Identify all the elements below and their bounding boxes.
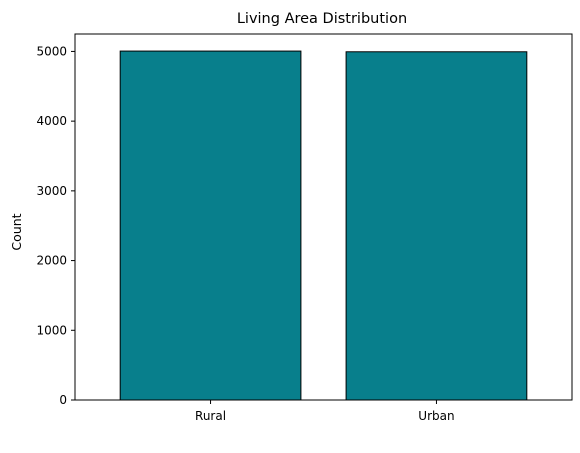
plot-frame <box>74 33 573 401</box>
bars-layer <box>119 50 528 401</box>
y-tick-label: 3000 <box>36 184 67 198</box>
y-tick-label: 4000 <box>36 114 67 128</box>
x-tick-label: Urban <box>418 409 454 423</box>
x-tick-label: Rural <box>195 409 226 423</box>
bar-urban <box>345 51 528 401</box>
bar-rural <box>119 50 302 401</box>
y-tick-label: 1000 <box>36 323 67 337</box>
x-ticks-layer: Rural Urban <box>195 400 455 423</box>
y-tick-label: 2000 <box>36 254 67 268</box>
chart-title: Living Area Distribution <box>237 11 407 27</box>
y-ticks-layer: 0 1000 2000 3000 4000 5000 <box>36 44 75 407</box>
y-axis-label: Count <box>9 213 24 250</box>
y-tick-label: 5000 <box>36 44 67 58</box>
y-tick-label: 0 <box>59 393 67 407</box>
